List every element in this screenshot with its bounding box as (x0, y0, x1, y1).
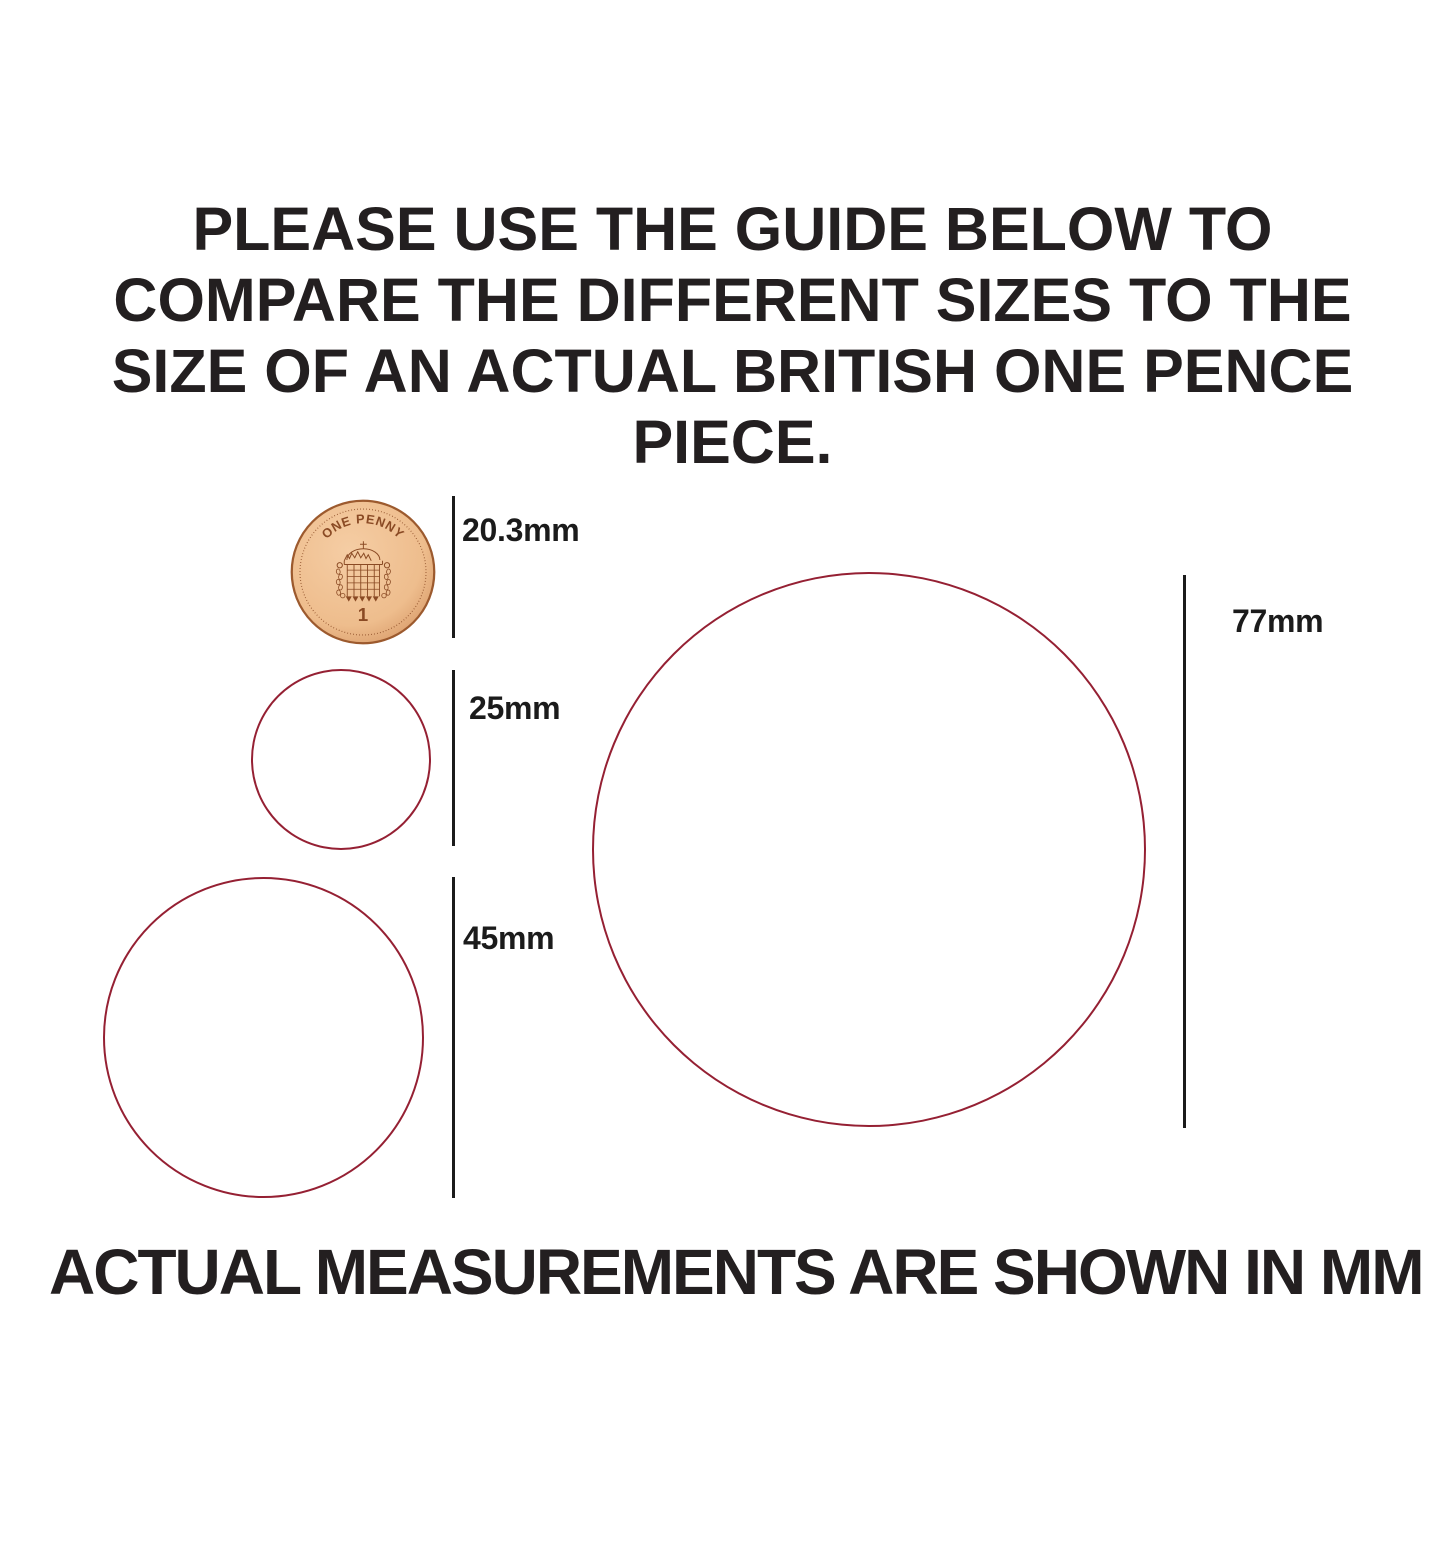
svg-text:1: 1 (358, 604, 368, 625)
